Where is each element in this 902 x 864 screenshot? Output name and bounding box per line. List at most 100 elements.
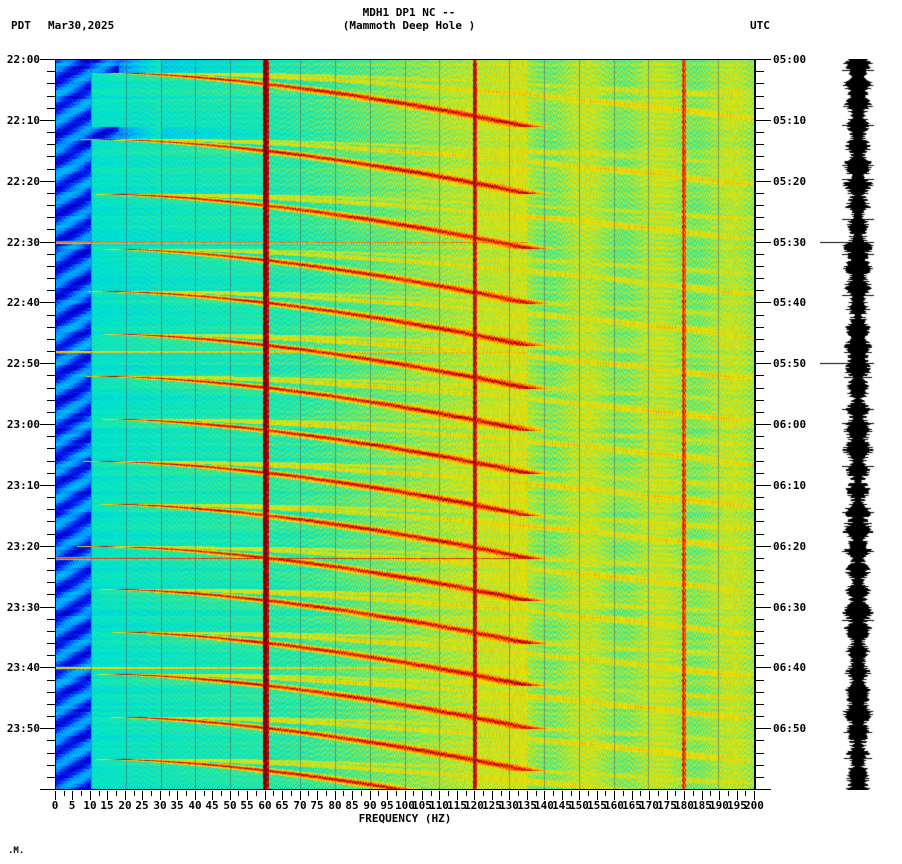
right-tick-minor (756, 83, 764, 84)
freq-tick-minor (378, 791, 379, 796)
right-tick-minor (756, 473, 764, 474)
left-tick-minor (47, 765, 55, 766)
left-tick-major (40, 363, 55, 364)
left-tick-minor (47, 461, 55, 462)
left-tick-major (40, 302, 55, 303)
left-time-label: 22:30 (6, 236, 40, 249)
freq-label: 135 (517, 799, 537, 812)
left-tick-minor (47, 655, 55, 656)
left-tick-major (40, 607, 55, 608)
right-time-label: 06:30 (773, 601, 807, 614)
left-tick-minor (47, 327, 55, 328)
left-tick-minor (47, 740, 55, 741)
freq-label: 85 (345, 799, 359, 812)
freq-tick-minor (273, 791, 274, 796)
freq-label: 200 (744, 799, 764, 812)
right-tick-minor (756, 351, 764, 352)
right-tick-major (756, 789, 771, 790)
freq-label: 115 (447, 799, 467, 812)
spectrogram-image (56, 60, 754, 789)
freq-label: 100 (395, 799, 415, 812)
freq-label: 50 (223, 799, 237, 812)
freq-tick-major (107, 791, 108, 800)
right-tick-minor (756, 96, 764, 97)
right-tick-major (756, 424, 771, 425)
left-tick-minor (47, 753, 55, 754)
freq-label: 45 (205, 799, 219, 812)
left-time-label: 22:40 (6, 296, 40, 309)
right-tick-minor (756, 315, 764, 316)
freq-tick-major (597, 791, 598, 800)
left-tick-major (40, 242, 55, 243)
freq-label: 20 (118, 799, 132, 812)
right-time-label: 05:50 (773, 357, 807, 370)
left-tick-minor (47, 375, 55, 376)
left-tick-minor (47, 144, 55, 145)
right-tick-major (756, 485, 771, 486)
freq-label: 5 (68, 799, 76, 812)
freq-tick-major (474, 791, 475, 800)
left-tick-minor (47, 534, 55, 535)
station-code-title: MDH1 DP1 NC -- (362, 6, 456, 19)
freq-tick-minor (501, 791, 502, 796)
freq-label: 105 (412, 799, 432, 812)
freq-tick-major (492, 791, 493, 800)
spectrogram-plot (55, 59, 755, 790)
freq-tick-minor (64, 791, 65, 796)
left-tick-minor (47, 619, 55, 620)
right-tick-minor (756, 680, 764, 681)
right-tick-minor (756, 570, 764, 571)
left-tick-minor (47, 582, 55, 583)
right-time-label: 06:00 (773, 418, 807, 431)
freq-tick-minor (326, 791, 327, 796)
right-tick-minor (756, 594, 764, 595)
freq-tick-major (719, 791, 720, 800)
left-tick-minor (47, 716, 55, 717)
left-tick-minor (47, 169, 55, 170)
right-time-label: 06:40 (773, 661, 807, 674)
freq-tick-minor (134, 791, 135, 796)
right-tick-minor (756, 692, 764, 693)
freq-tick-major (632, 791, 633, 800)
right-tick-minor (756, 375, 764, 376)
left-tick-minor (47, 412, 55, 413)
right-tick-minor (756, 144, 764, 145)
freq-tick-minor (728, 791, 729, 796)
freq-tick-minor (745, 791, 746, 796)
left-tick-major (40, 59, 55, 60)
left-time-label: 23:00 (6, 418, 40, 431)
freq-tick-major (667, 791, 668, 800)
right-tick-minor (756, 290, 764, 291)
freq-tick-major (614, 791, 615, 800)
right-tick-minor (756, 631, 764, 632)
freq-label: 0 (51, 799, 59, 812)
freq-tick-major (405, 791, 406, 800)
left-tick-minor (47, 521, 55, 522)
right-tick-minor (756, 278, 764, 279)
freq-tick-major (195, 791, 196, 800)
freq-tick-minor (675, 791, 676, 796)
left-tick-minor (47, 156, 55, 157)
freq-label: 145 (552, 799, 572, 812)
freq-tick-major (265, 791, 266, 800)
freq-tick-minor (448, 791, 449, 796)
freq-tick-minor (186, 791, 187, 796)
right-time-label: 05:40 (773, 296, 807, 309)
right-tick-minor (756, 169, 764, 170)
freq-tick-minor (413, 791, 414, 796)
freq-tick-major (335, 791, 336, 800)
freq-tick-major (230, 791, 231, 800)
left-time-label: 23:40 (6, 661, 40, 674)
helicorder-trace-image (820, 59, 902, 790)
freq-tick-major (142, 791, 143, 800)
right-tick-minor (756, 205, 764, 206)
left-tick-minor (47, 473, 55, 474)
freq-tick-minor (588, 791, 589, 796)
freq-label: 125 (482, 799, 502, 812)
left-time-label: 23:20 (6, 540, 40, 553)
freq-tick-minor (221, 791, 222, 796)
right-tick-minor (756, 534, 764, 535)
freq-label: 190 (709, 799, 729, 812)
freq-tick-major (439, 791, 440, 800)
left-tick-minor (47, 132, 55, 133)
